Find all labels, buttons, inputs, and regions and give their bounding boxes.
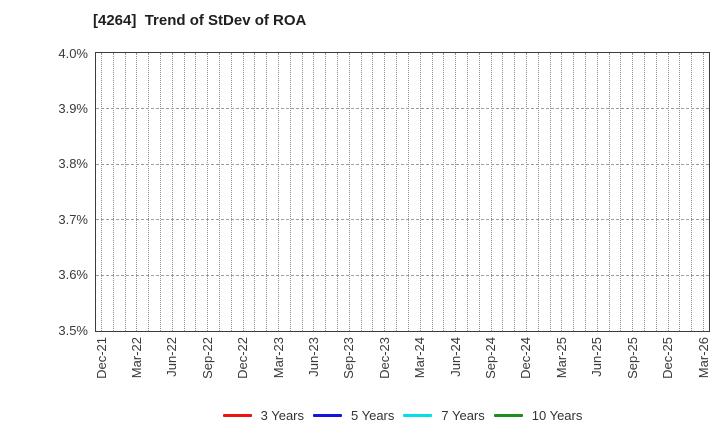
vertical-gridline [289,53,291,331]
legend-item-10-years: 10 Years [493,407,583,423]
x-tick-label: Jun-24 [447,337,463,377]
horizontal-gridline [96,163,709,165]
vertical-gridline [691,53,693,331]
vertical-gridline [136,53,138,331]
vertical-gridline [584,53,586,331]
x-tick-label: Sep-25 [624,337,640,379]
vertical-gridline [655,53,657,331]
vertical-gridline [419,53,421,331]
vertical-gridline [160,53,162,331]
vertical-gridline [502,53,504,331]
vertical-gridline [148,53,150,331]
vertical-gridline [242,53,244,331]
y-tick-label: 4.0% [58,45,88,61]
legend-item-7-years: 7 Years [403,407,485,423]
x-tick-label: Jun-23 [305,337,321,377]
x-tick-label: Mar-22 [128,337,144,379]
vertical-gridline [561,53,563,331]
x-tick-label: Mar-26 [695,337,711,379]
x-tick-label: Sep-23 [341,337,357,379]
x-tick-label: Jun-25 [589,337,605,377]
x-tick-label: Dec-25 [660,337,676,379]
vertical-gridline [549,53,551,331]
y-tick-label: 3.8% [58,156,88,172]
vertical-gridline [183,53,185,331]
vertical-gridline [112,53,114,331]
vertical-gridline [525,53,527,331]
vertical-gridline [195,53,197,331]
vertical-gridline [703,53,704,331]
legend-label: 10 Years [531,407,583,423]
vertical-gridline [266,53,268,331]
vertical-gridline [396,53,398,331]
x-tick-label: Dec-22 [235,337,251,379]
vertical-gridline [608,53,610,331]
legend-line-swatch [403,413,433,417]
x-tick-label: Dec-24 [518,337,534,379]
vertical-gridline [466,53,468,331]
horizontal-gridline [96,219,709,221]
legend-line-swatch [313,413,342,417]
vertical-gridline [325,53,327,331]
y-tick-label: 3.7% [58,211,88,227]
legend-label: 5 Years [351,407,395,423]
x-tick-label: Sep-24 [483,337,499,379]
vertical-gridline [478,53,480,331]
x-tick-label: Dec-21 [93,337,109,379]
vertical-gridline [301,53,303,331]
x-tick-label: Sep-22 [199,337,215,379]
vertical-gridline [278,53,280,331]
legend-line-swatch [493,413,523,417]
vertical-gridline [537,53,539,331]
vertical-gridline [431,53,433,331]
vertical-gridline [230,53,232,331]
vertical-gridline [407,53,409,331]
vertical-gridline [384,53,386,331]
vertical-gridline [643,53,645,331]
vertical-gridline [632,53,634,331]
vertical-gridline [620,53,622,331]
legend-line-swatch [222,413,252,417]
horizontal-gridline [96,274,709,276]
plot-area [95,52,710,332]
vertical-gridline [455,53,457,331]
x-tick-label: Jun-22 [164,337,180,377]
vertical-gridline [667,53,669,331]
x-tick-label: Dec-23 [376,337,392,379]
vertical-gridline [313,53,315,331]
vertical-gridline [207,53,209,331]
legend-label: 7 Years [441,407,485,423]
vertical-gridline [443,53,445,331]
y-tick-label: 3.5% [58,322,88,338]
vertical-gridline [348,53,350,331]
vertical-gridline [101,53,102,331]
vertical-gridline [124,53,126,331]
legend-label: 3 Years [260,407,304,423]
vertical-gridline [490,53,492,331]
vertical-gridline [219,53,221,331]
horizontal-gridline [96,108,709,110]
x-tick-label: Mar-23 [270,337,286,379]
vertical-gridline [171,53,173,331]
vertical-gridline [596,53,598,331]
x-tick-label: Mar-25 [553,337,569,379]
vertical-gridline [514,53,516,331]
chart-title: [4264] Trend of StDev of ROA [93,12,307,29]
vertical-gridline [254,53,256,331]
legend: 3 Years 5 Years 7 Years 10 Years [95,403,710,427]
vertical-gridline [360,53,362,331]
x-tick-label: Mar-24 [412,337,428,379]
y-tick-label: 3.6% [58,267,88,283]
vertical-gridline [679,53,681,331]
y-tick-label: 3.9% [58,100,88,116]
vertical-gridline [337,53,339,331]
vertical-gridline [573,53,575,331]
legend-item-5-years: 5 Years [313,408,394,423]
vertical-gridline [372,53,374,331]
legend-item-3-years: 3 Years [222,407,304,423]
